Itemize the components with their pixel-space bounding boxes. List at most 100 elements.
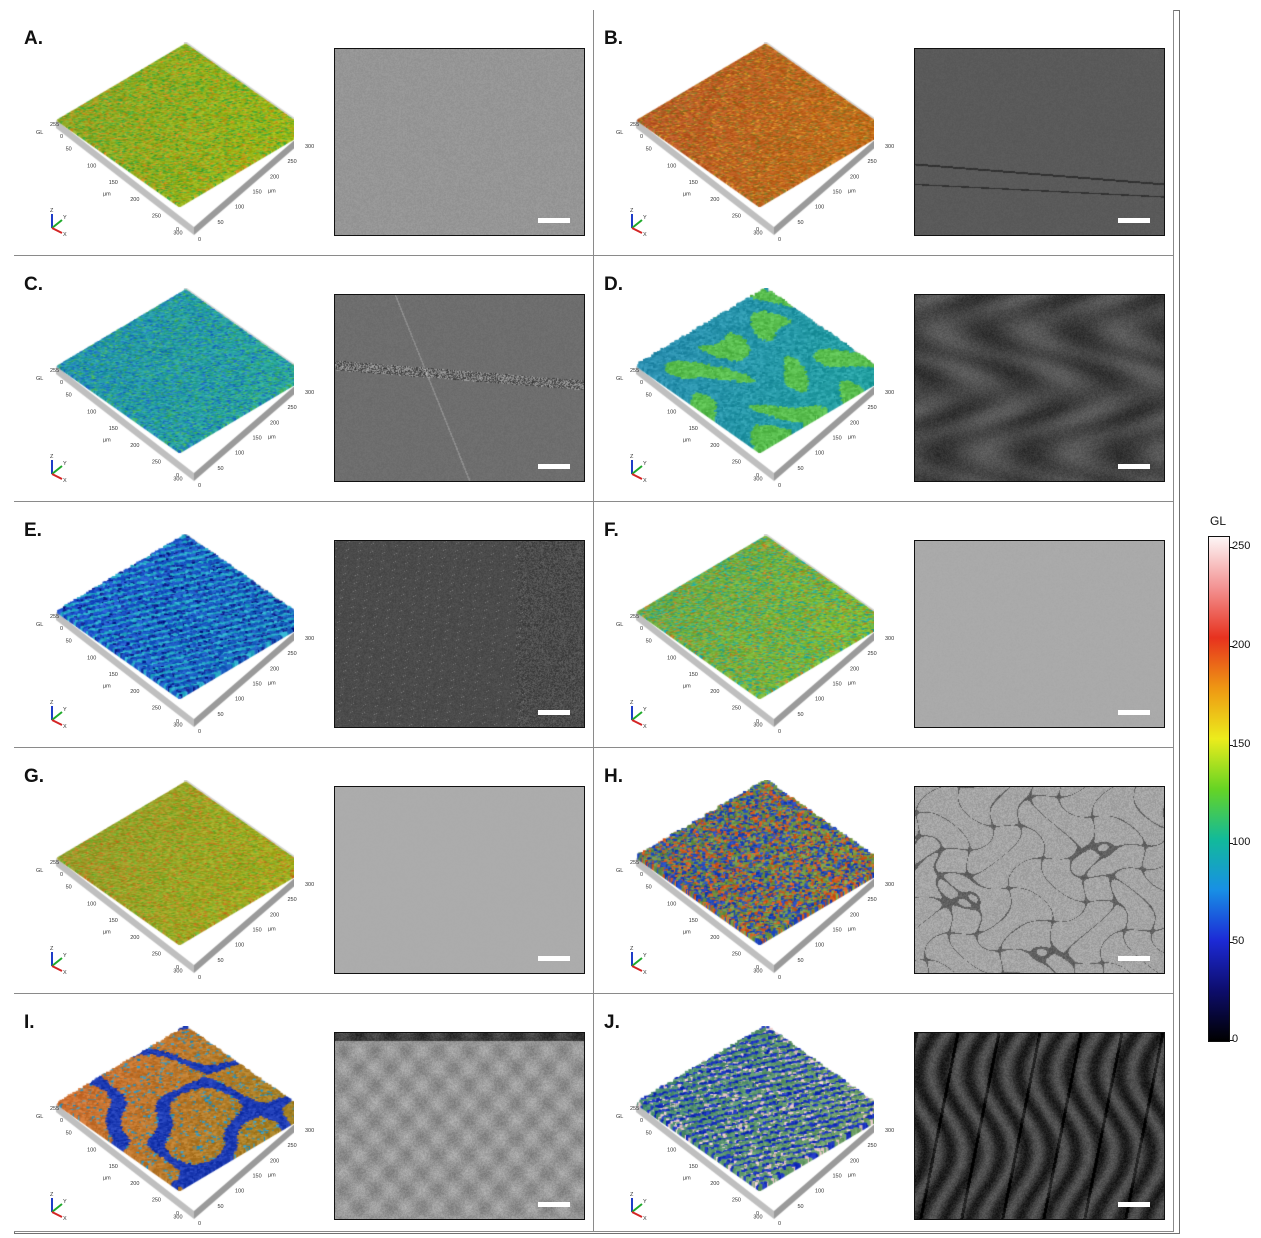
z-axis-tick-zero: 0 xyxy=(60,1118,63,1124)
y-axis-tick: 100 xyxy=(235,205,244,211)
z-axis-label: GL xyxy=(616,376,623,382)
y-axis-tick: 250 xyxy=(868,405,877,411)
y-axis-unit: µm xyxy=(848,927,856,933)
triad-axis-letter: Y xyxy=(643,707,647,713)
y-axis-tick: 100 xyxy=(815,205,824,211)
y-axis-tick: 300 xyxy=(305,882,314,888)
x-axis-tick: 300 xyxy=(173,476,182,482)
panel-label: B. xyxy=(604,28,623,49)
surface-texture xyxy=(634,1026,874,1226)
z-axis-tick-max: 255 xyxy=(50,122,59,128)
sem-micrograph xyxy=(334,48,585,236)
triad-axis-letter: X xyxy=(63,232,67,238)
y-axis-tick: 50 xyxy=(798,958,804,964)
origin-zero-tick: 0 xyxy=(756,1211,759,1217)
surface-3d-plot: GL255050100150200250300µm501001502002503… xyxy=(616,42,894,243)
x-axis-tick: 300 xyxy=(753,1214,762,1220)
triad-axis-letter: X xyxy=(643,970,647,976)
y-axis-tick: 100 xyxy=(815,943,824,949)
sem-micrograph xyxy=(914,786,1165,974)
y-axis-tick: 200 xyxy=(850,1158,859,1164)
x-axis-tick: 150 xyxy=(109,1164,118,1170)
x-axis-tick: 200 xyxy=(710,197,719,203)
z-axis-label: GL xyxy=(36,622,43,628)
x-axis-tick: 100 xyxy=(87,1147,96,1153)
z-axis-label: GL xyxy=(616,868,623,874)
y-axis-tick: 100 xyxy=(235,697,244,703)
x-axis-tick: 250 xyxy=(732,214,741,220)
triad-axis-letter: Z xyxy=(630,700,634,706)
y-axis-tick: 300 xyxy=(885,636,894,642)
x-axis-tick: 50 xyxy=(646,639,652,645)
triad-axis-letter: X xyxy=(63,970,67,976)
triad-axis-letter: Y xyxy=(63,461,67,467)
x-axis-tick: 250 xyxy=(152,214,161,220)
z-axis-tick-max: 255 xyxy=(630,368,639,374)
x-axis-tick: 50 xyxy=(646,147,652,153)
x-axis-unit: µm xyxy=(683,684,691,690)
sem-micrograph xyxy=(914,1032,1165,1220)
x-axis-unit: µm xyxy=(683,192,691,198)
triad-axis-letter: X xyxy=(643,724,647,730)
sem-image xyxy=(915,295,1164,481)
x-axis-tick: 50 xyxy=(646,393,652,399)
x-axis-tick: 300 xyxy=(753,722,762,728)
y-axis-tick: 50 xyxy=(798,466,804,472)
origin-zero-tick: 0 xyxy=(176,719,179,725)
x-axis-unit: µm xyxy=(103,930,111,936)
x-axis-tick: 250 xyxy=(152,1198,161,1204)
panel-label: C. xyxy=(24,274,43,295)
triad-axis-letter: X xyxy=(643,1216,647,1222)
x-axis-tick: 150 xyxy=(109,918,118,924)
x-axis-tick: 50 xyxy=(66,885,72,891)
origin-zero-tick: 0 xyxy=(176,227,179,233)
surface-3d-plot: GL255050100150200250300µm501001502002503… xyxy=(616,780,894,981)
y-axis-tick: 250 xyxy=(288,405,297,411)
x-axis-unit: µm xyxy=(103,1176,111,1182)
y-axis-unit: µm xyxy=(268,435,276,441)
y-axis-tick: 250 xyxy=(868,651,877,657)
x-axis-tick: 250 xyxy=(152,460,161,466)
x-axis-unit: µm xyxy=(103,438,111,444)
z-axis-tick-zero: 0 xyxy=(640,380,643,386)
y-axis-tick: 300 xyxy=(305,144,314,150)
y-axis-tick: 150 xyxy=(253,1174,262,1180)
colorbar-tick: 100 xyxy=(1228,836,1251,848)
x-axis-tick: 150 xyxy=(689,918,698,924)
z-axis-tick-max: 255 xyxy=(630,122,639,128)
origin-zero-tick: 0 xyxy=(756,965,759,971)
x-axis-tick: 250 xyxy=(732,460,741,466)
surface-texture xyxy=(54,534,294,734)
x-axis-tick: 50 xyxy=(66,1131,72,1137)
x-axis-tick: 200 xyxy=(130,689,139,695)
x-axis-tick: 300 xyxy=(173,968,182,974)
x-axis-tick: 100 xyxy=(667,163,676,169)
panel-label: A. xyxy=(24,28,43,49)
y-axis-tick: 100 xyxy=(815,451,824,457)
z-axis-tick-zero: 0 xyxy=(60,872,63,878)
sem-micrograph xyxy=(914,48,1165,236)
colorbar-tick: 0 xyxy=(1228,1033,1239,1045)
triad-axis-letter: Y xyxy=(63,215,67,221)
x-axis-tick: 250 xyxy=(732,1198,741,1204)
y-axis-tick: 50 xyxy=(218,466,224,472)
origin-zero-tick: 0 xyxy=(176,473,179,479)
triad-axis-letter: Y xyxy=(63,1199,67,1205)
origin-zero-tick: 0 xyxy=(198,483,201,489)
x-axis-tick: 200 xyxy=(130,443,139,449)
y-axis-tick: 150 xyxy=(833,190,842,196)
sem-micrograph xyxy=(334,294,585,482)
triad-axis-letter: Z xyxy=(50,700,54,706)
origin-zero-tick: 0 xyxy=(778,975,781,981)
y-axis-tick: 250 xyxy=(868,1143,877,1149)
y-axis-unit: µm xyxy=(268,1173,276,1179)
y-axis-unit: µm xyxy=(848,189,856,195)
origin-zero-tick: 0 xyxy=(176,1211,179,1217)
z-axis-label: GL xyxy=(616,1114,623,1120)
figure-panel: I. GL 255 0 50 100 150 200 250 300 µm 50 100 150 200 25… xyxy=(14,994,594,1232)
y-axis-tick: 200 xyxy=(270,174,279,180)
sem-image xyxy=(335,1033,584,1219)
origin-zero-tick: 0 xyxy=(778,483,781,489)
origin-zero-tick: 0 xyxy=(778,237,781,243)
y-axis-tick: 250 xyxy=(288,159,297,165)
